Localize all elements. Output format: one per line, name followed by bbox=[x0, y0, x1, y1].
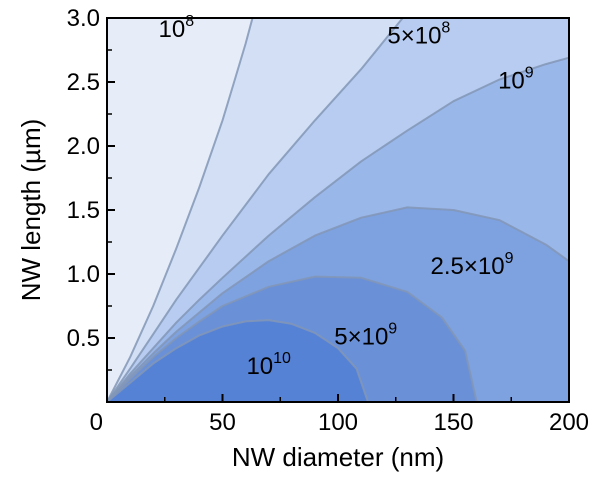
y-axis-title: NW length (µm) bbox=[16, 119, 46, 302]
contour-line-4 bbox=[106, 206, 570, 403]
contour-label-1: 108 bbox=[158, 13, 194, 43]
y-tick-label: 2.0 bbox=[67, 133, 100, 160]
contour-line-6 bbox=[106, 319, 369, 403]
region-level-6 bbox=[107, 320, 368, 402]
y-axis-ticks: 0.5 1.0 1.5 2.0 2.5 3.0 bbox=[67, 5, 115, 371]
y-tick-label: 0.5 bbox=[67, 325, 100, 352]
contour-label-3: 109 bbox=[498, 64, 534, 94]
y-tick-label: 2.5 bbox=[67, 69, 100, 96]
x-tick-label: 150 bbox=[433, 409, 473, 436]
contour-label-2: 5×108 bbox=[387, 20, 450, 50]
x-tick-label: 200 bbox=[549, 409, 589, 436]
contour-labels: 108 5×108 109 2.5×109 5×109 1010 bbox=[158, 13, 533, 380]
x-axis-ticks: 0 50 100 150 200 bbox=[90, 394, 589, 436]
contour-label-6: 1010 bbox=[246, 350, 291, 380]
contour-line-1 bbox=[106, 17, 254, 403]
contour-label-5: 5×109 bbox=[334, 320, 397, 350]
contour-label-4: 2.5×109 bbox=[430, 250, 513, 280]
x-tick-label: 50 bbox=[209, 409, 236, 436]
y-tick-label: 1.5 bbox=[67, 197, 100, 224]
contour-lines bbox=[106, 17, 570, 403]
x-tick-label: 100 bbox=[318, 409, 358, 436]
x-tick-label: 0 bbox=[90, 409, 103, 436]
contour-line-2 bbox=[106, 17, 404, 403]
contour-line-3 bbox=[106, 56, 570, 403]
y-tick-label: 1.0 bbox=[67, 261, 100, 288]
y-tick-label: 3.0 bbox=[67, 5, 100, 32]
x-axis-title: NW diameter (nm) bbox=[232, 442, 444, 472]
contour-line-5 bbox=[106, 275, 478, 403]
